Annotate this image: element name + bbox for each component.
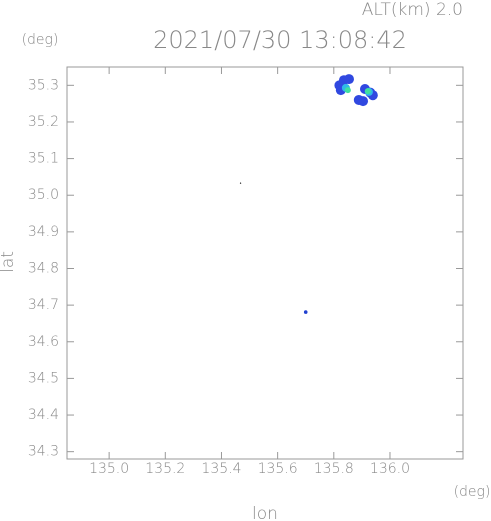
echo-point <box>358 96 369 107</box>
echo-point <box>344 87 351 94</box>
y-tick-label: 34.3 <box>28 444 59 460</box>
x-tick-label: 135.0 <box>89 461 129 477</box>
echo-point <box>239 182 242 184</box>
y-tick-label: 35.0 <box>28 187 59 203</box>
y-tick-label: 34.6 <box>28 334 59 350</box>
y-tick-label: 35.3 <box>28 77 59 93</box>
echo-point <box>343 74 354 85</box>
y-tick-label: 34.8 <box>28 260 59 276</box>
x-tick-label: 135.8 <box>314 461 354 477</box>
y-tick-label: 34.7 <box>28 297 59 313</box>
plot-frame <box>66 66 464 460</box>
y-tick-label: 34.5 <box>28 370 59 386</box>
y-axis-label: lat <box>0 251 18 273</box>
y-tick-label: 35.2 <box>28 114 59 130</box>
x-tick-label: 135.2 <box>145 461 185 477</box>
echo-point <box>303 310 308 314</box>
x-tick-label: 135.6 <box>258 461 298 477</box>
altitude-label: ALT(km) 2.0 <box>362 0 463 20</box>
y-tick-label: 34.9 <box>28 224 59 240</box>
y-unit: (deg) <box>22 32 59 48</box>
y-tick-label: 34.4 <box>28 407 59 423</box>
x-tick-label: 136.0 <box>370 461 410 477</box>
x-unit: (deg) <box>454 484 491 500</box>
x-axis-label: lon <box>252 504 278 521</box>
x-tick-label: 135.4 <box>201 461 241 477</box>
chart-title: 2021/07/30 13:08:42 <box>153 26 407 54</box>
echo-point <box>364 88 371 95</box>
y-tick-label: 35.1 <box>28 151 59 167</box>
